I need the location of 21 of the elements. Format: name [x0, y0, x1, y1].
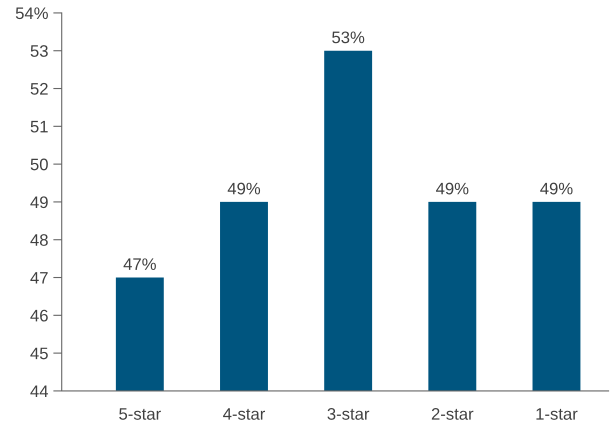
- y-tick-label: 50: [30, 158, 48, 170]
- data-label: 47%: [124, 258, 156, 270]
- x-tick-label: 3-star: [327, 408, 370, 420]
- y-tick-label: 51: [30, 120, 48, 133]
- x-tick-label: 1-star: [536, 408, 578, 420]
- x-tick-label: 2-star: [432, 408, 474, 420]
- y-tick-label: 46: [30, 310, 48, 322]
- x-tick-label: 5-star: [119, 408, 161, 420]
- y-tick-label: 44: [30, 385, 48, 397]
- y-tick-label: 45: [30, 348, 48, 360]
- y-tick-label: 48: [30, 234, 48, 246]
- data-label: 49%: [540, 182, 573, 194]
- y-tick-label: 49: [30, 196, 48, 208]
- data-label: 49%: [228, 182, 260, 194]
- y-tick-label: 53: [30, 45, 48, 57]
- x-tick-label: 4-star: [223, 408, 266, 420]
- data-label: 49%: [436, 182, 468, 194]
- y-tick-label: 54%: [16, 7, 48, 20]
- data-label: 53%: [332, 31, 364, 44]
- y-tick-label: 52: [30, 82, 48, 95]
- y-tick-label: 47: [30, 272, 48, 284]
